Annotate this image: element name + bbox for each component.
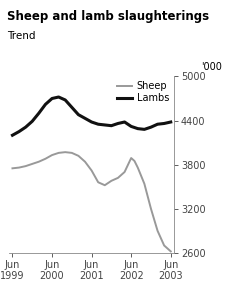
Sheep	[150, 207, 152, 211]
Lambs	[163, 122, 166, 125]
Sheep	[163, 244, 166, 247]
Lambs	[97, 122, 100, 126]
Sheep	[31, 162, 34, 166]
Legend: Sheep, Lambs: Sheep, Lambs	[117, 81, 169, 103]
Sheep	[84, 160, 86, 163]
Lambs	[150, 125, 152, 129]
Sheep	[64, 151, 67, 154]
Text: Trend: Trend	[7, 31, 35, 41]
Lambs	[123, 120, 126, 124]
Lambs	[31, 120, 34, 123]
Sheep	[11, 166, 14, 170]
Lambs	[44, 103, 47, 106]
Lambs	[156, 122, 159, 126]
Lambs	[117, 122, 119, 125]
Lambs	[110, 124, 113, 127]
Sheep	[143, 182, 146, 186]
Text: '000: '000	[201, 62, 222, 72]
Lambs	[11, 133, 14, 137]
Sheep	[136, 166, 139, 169]
Line: Sheep: Sheep	[12, 152, 171, 251]
Sheep	[156, 229, 159, 233]
Lambs	[57, 95, 60, 99]
Sheep	[44, 157, 47, 161]
Lambs	[77, 113, 80, 116]
Lambs	[130, 125, 133, 128]
Lambs	[143, 128, 146, 131]
Sheep	[24, 164, 27, 168]
Sheep	[133, 159, 136, 163]
Lambs	[104, 123, 106, 127]
Sheep	[18, 166, 20, 169]
Sheep	[51, 153, 53, 157]
Sheep	[104, 183, 106, 187]
Sheep	[169, 250, 172, 253]
Sheep	[38, 160, 40, 163]
Lambs	[136, 127, 139, 130]
Sheep	[110, 179, 113, 183]
Sheep	[130, 156, 133, 160]
Sheep	[117, 176, 119, 180]
Sheep	[77, 154, 80, 158]
Lambs	[38, 111, 40, 115]
Lambs	[51, 97, 53, 100]
Lambs	[24, 125, 27, 129]
Lambs	[84, 117, 86, 120]
Lambs	[169, 120, 172, 124]
Lambs	[71, 106, 73, 109]
Sheep	[123, 170, 126, 174]
Sheep	[97, 181, 100, 184]
Lambs	[64, 98, 67, 102]
Text: Sheep and lamb slaughterings: Sheep and lamb slaughterings	[7, 10, 209, 23]
Line: Lambs: Lambs	[12, 97, 171, 135]
Sheep	[71, 151, 73, 155]
Sheep	[90, 169, 93, 172]
Sheep	[57, 151, 60, 155]
Lambs	[90, 120, 93, 124]
Lambs	[18, 130, 20, 133]
